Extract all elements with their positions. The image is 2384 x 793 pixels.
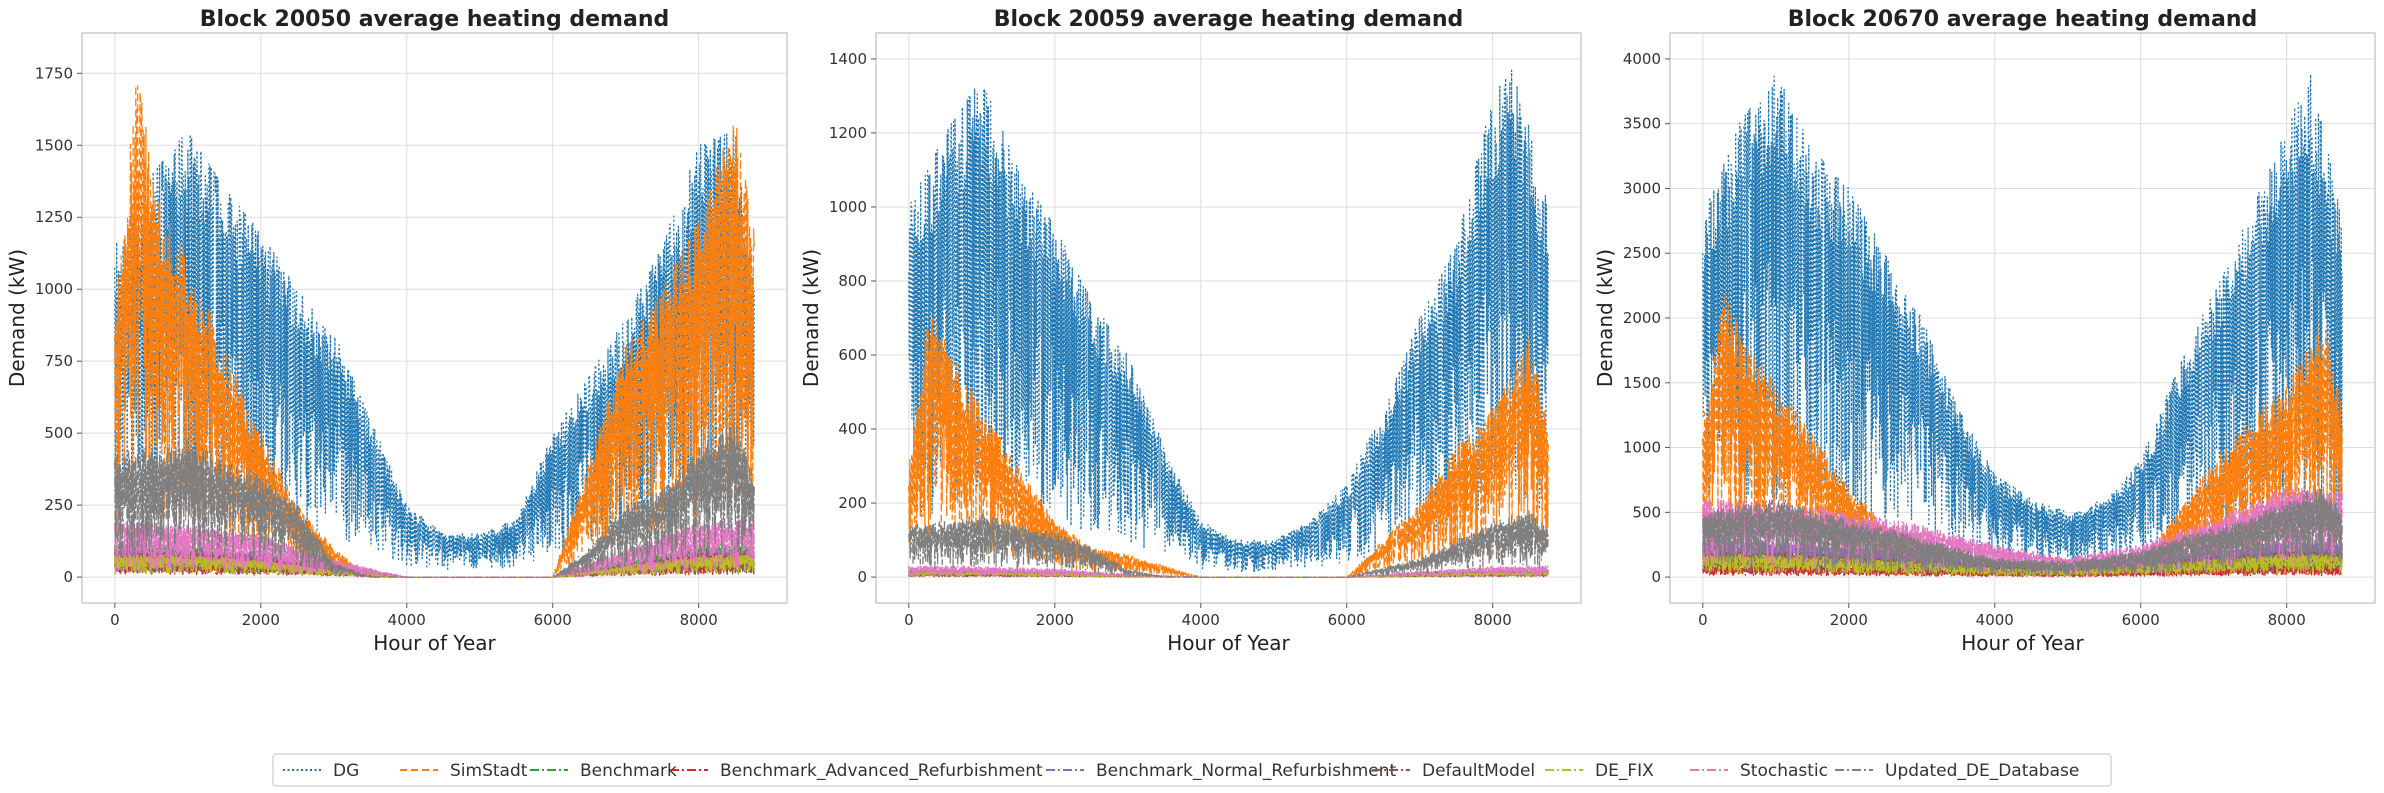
- chart-title: Block 20059 average heating demand: [994, 7, 1464, 32]
- y-tick-label: 3500: [1623, 115, 1661, 133]
- y-tick-label: 400: [838, 420, 867, 438]
- chart-panel-2: 0 2000 4000 6000 8000 0 200 400 600 800 1000 1200 14…: [799, 7, 1582, 655]
- y-tick-label: 4000: [1623, 50, 1661, 68]
- y-tick-label: 800: [838, 272, 867, 290]
- y-tick-label: 1750: [35, 64, 73, 82]
- x-tick-label: 4000: [1976, 611, 2014, 629]
- legend: DG SimStadt Benchmark Benchmark_Advanced_Re…: [272, 753, 2112, 787]
- x-axis-label: Hour of Year: [373, 631, 496, 655]
- y-tick-label: 200: [838, 494, 867, 512]
- y-tick-label: 1250: [35, 208, 73, 226]
- x-tick-label: 6000: [534, 611, 572, 629]
- y-tick-label: 1500: [1623, 374, 1661, 392]
- x-tick-label: 8000: [680, 611, 718, 629]
- x-tick-label: 8000: [1474, 611, 1512, 629]
- x-tick-label: 6000: [1328, 611, 1366, 629]
- legend-entry-updated-de-database: Updated_DE_Database: [1835, 761, 2079, 781]
- chart-panel-3: 0 2000 4000 6000 8000 0 500 1000 1500 2000 2500 300…: [1593, 7, 2376, 655]
- y-axis-label: Demand (kW): [1593, 249, 1617, 387]
- y-tick-label: 500: [44, 424, 73, 442]
- series-line-updated-de-database: [908, 510, 1549, 578]
- legend-entry-benchmark-normal-refurbishment: Benchmark_Normal_Refurbishment: [1046, 761, 1397, 781]
- y-tick-label: 1000: [829, 198, 867, 216]
- legend-frame: [272, 753, 2112, 787]
- series-line-updated-de-database: [1702, 488, 2343, 576]
- y-tick-label: 0: [1651, 568, 1661, 586]
- legend-label: SimStadt: [450, 761, 528, 781]
- legend-entry-defaultmodel: DefaultModel: [1372, 761, 1535, 781]
- y-tick-label: 1200: [829, 124, 867, 142]
- chart-title: Block 20670 average heating demand: [1788, 7, 2258, 32]
- x-tick-label: 4000: [1182, 611, 1220, 629]
- x-tick-label: 0: [904, 611, 914, 629]
- y-tick-label: 2500: [1623, 244, 1661, 262]
- y-tick-label: 750: [44, 352, 73, 370]
- series-group: [908, 69, 1549, 578]
- y-tick-label: 3000: [1623, 179, 1661, 197]
- legend-entry-stochastic: Stochastic: [1690, 761, 1828, 781]
- y-tick-label: 1400: [829, 50, 867, 68]
- x-tick-label: 2000: [1830, 611, 1868, 629]
- series-line-stochastic: [908, 565, 1549, 578]
- series-line-dg: [908, 69, 1549, 573]
- y-tick-label: 600: [838, 346, 867, 364]
- x-axis-label: Hour of Year: [1961, 631, 2084, 655]
- legend-label: Updated_DE_Database: [1885, 761, 2079, 781]
- y-tick-label: 1500: [35, 136, 73, 154]
- series-group: [1702, 73, 2343, 578]
- x-tick-label: 6000: [2122, 611, 2160, 629]
- x-tick-label: 0: [1698, 611, 1708, 629]
- chart-title: Block 20050 average heating demand: [200, 7, 670, 32]
- y-tick-label: 1000: [1623, 439, 1661, 457]
- plot-frame: [81, 32, 788, 604]
- legend-label: Benchmark: [580, 761, 677, 781]
- legend-entry-dg: DG: [283, 761, 359, 781]
- x-axis-label: Hour of Year: [1167, 631, 1290, 655]
- y-tick-label: 2000: [1623, 309, 1661, 327]
- y-tick-label: 0: [63, 568, 73, 586]
- plot-frame: [875, 32, 1582, 604]
- series-line-stochastic: [114, 518, 755, 578]
- legend-label: DE_FIX: [1595, 761, 1654, 781]
- y-tick-label: 250: [44, 496, 73, 514]
- y-tick-label: 1000: [35, 280, 73, 298]
- legend-label: Stochastic: [1740, 761, 1828, 781]
- y-tick-label: 500: [1632, 503, 1661, 521]
- legend-label: DefaultModel: [1422, 761, 1535, 781]
- legend-entry-de-fix: DE_FIX: [1545, 761, 1654, 781]
- x-tick-label: 4000: [388, 611, 426, 629]
- legend-label: DG: [333, 761, 359, 781]
- series-line-de-fix: [908, 571, 1549, 578]
- x-tick-label: 2000: [1036, 611, 1074, 629]
- series-group: [114, 85, 755, 578]
- x-tick-label: 8000: [2268, 611, 2306, 629]
- y-tick-label: 0: [857, 568, 867, 586]
- x-tick-label: 2000: [242, 611, 280, 629]
- y-axis-label: Demand (kW): [799, 249, 823, 387]
- y-axis-label: Demand (kW): [5, 249, 29, 387]
- series-line-dg: [1702, 73, 2343, 568]
- x-tick-label: 0: [110, 611, 120, 629]
- legend-entry-simstadt: SimStadt: [400, 761, 528, 781]
- chart-panel-1: 0 2000 4000 6000 8000 0 250 500 750 1000 1250 1500 1…: [5, 7, 788, 655]
- series-line-updated-de-database: [114, 425, 755, 578]
- legend-entry-benchmark: Benchmark: [530, 761, 677, 781]
- legend-label: Benchmark_Advanced_Refurbishment: [720, 761, 1043, 781]
- legend-entry-benchmark-advanced-refurbishment: Benchmark_Advanced_Refurbishment: [670, 761, 1043, 781]
- legend-label: Benchmark_Normal_Refurbishment: [1096, 761, 1397, 781]
